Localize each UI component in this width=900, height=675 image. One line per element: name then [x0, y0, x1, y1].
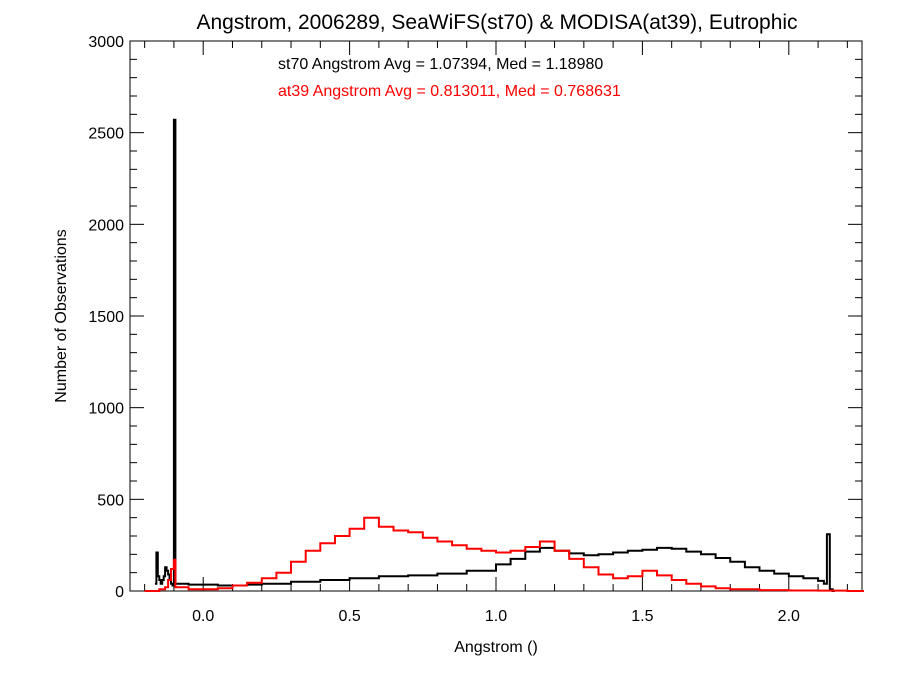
x-tick-label: 0.0 — [192, 608, 214, 625]
series-group — [144, 118, 864, 592]
y-tick-label: 1000 — [88, 401, 124, 418]
y-tick-label: 3000 — [88, 34, 124, 51]
y-tick-label: 2000 — [88, 217, 124, 234]
x-tick-label: 2.0 — [778, 608, 800, 625]
y-tick-label: 500 — [97, 492, 124, 509]
x-tick-label: 1.0 — [485, 608, 507, 625]
series-line-0 — [154, 118, 835, 592]
at39-stats-annotation: at39 Angstrom Avg = 0.813011, Med = 0.76… — [278, 83, 621, 100]
chart-title: Angstrom, 2006289, SeaWiFS(st70) & MODIS… — [196, 11, 797, 34]
y-tick-label: 0 — [115, 584, 124, 601]
y-tick-label: 1500 — [88, 309, 124, 326]
y-tick-label: 2500 — [88, 126, 124, 143]
st70-stats-annotation: st70 Angstrom Avg = 1.07394, Med = 1.189… — [278, 56, 603, 73]
x-axis-label: Angstrom () — [454, 639, 538, 656]
x-tick-label: 1.5 — [631, 608, 653, 625]
y-axis-label: Number of Observations — [53, 229, 70, 402]
x-axis-ticks: 0.0 0.5 1.0 1.5 2.0 — [144, 41, 848, 625]
series-line-1 — [144, 516, 864, 592]
y-axis-ticks: 0 500 1000 1500 2000 2500 3000 — [88, 34, 862, 601]
x-tick-label: 0.5 — [338, 608, 360, 625]
plot-frame — [129, 40, 863, 592]
